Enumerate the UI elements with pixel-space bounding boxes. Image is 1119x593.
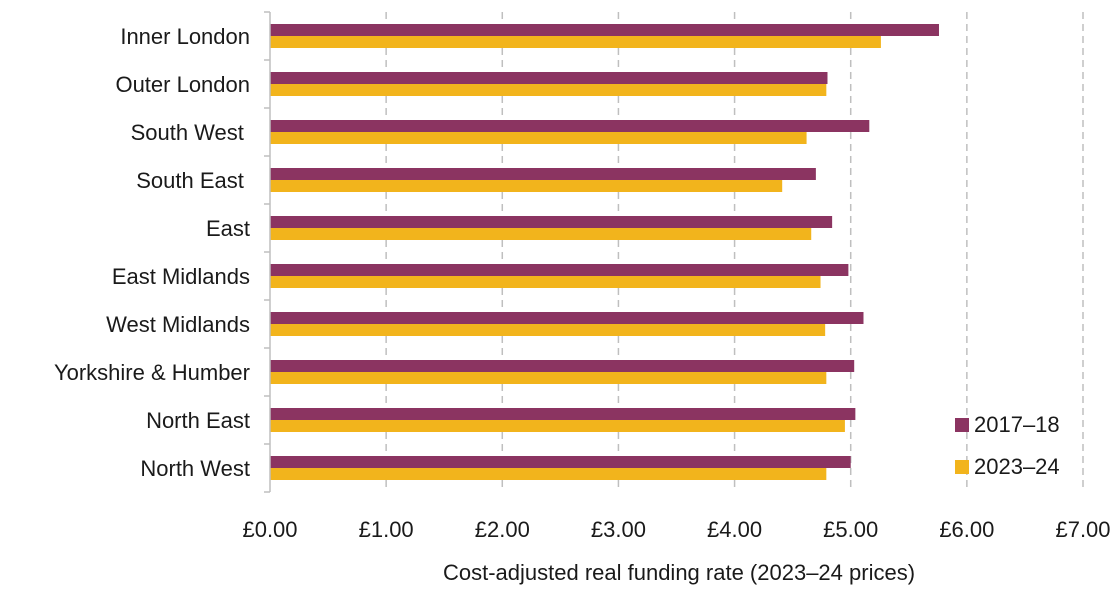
category-label: East xyxy=(206,216,250,241)
x-tick-label: £7.00 xyxy=(1055,517,1110,542)
bar xyxy=(270,120,870,132)
axes: £0.00 £1.00 £2.00 £3.00 £4.00 £5.00 £6.00 £7.00… xyxy=(54,11,1111,542)
x-tick-label: £3.00 xyxy=(591,517,646,542)
category-label: Yorkshire & Humber xyxy=(54,360,250,385)
x-axis-title: Cost-adjusted real funding rate (2023–24… xyxy=(443,560,915,585)
bar xyxy=(270,408,856,420)
bar xyxy=(270,216,833,228)
bar xyxy=(270,24,939,36)
bar xyxy=(270,324,826,336)
bar xyxy=(270,420,845,432)
bar xyxy=(270,84,827,96)
category-label: South East xyxy=(136,168,250,193)
x-tick-label: £4.00 xyxy=(707,517,762,542)
bar xyxy=(270,228,812,240)
category-label: North West xyxy=(140,456,250,481)
bar xyxy=(270,180,783,192)
bar xyxy=(270,456,851,468)
category-label: South West xyxy=(131,120,250,145)
bars xyxy=(270,24,939,480)
x-tick-label: £6.00 xyxy=(939,517,994,542)
bar xyxy=(270,72,828,84)
legend: 2017–18 2023–24 xyxy=(955,412,1060,479)
category-label: East Midlands xyxy=(112,264,250,289)
x-tick-label: £0.00 xyxy=(242,517,297,542)
bar xyxy=(270,468,827,480)
category-label: Outer London xyxy=(115,72,250,97)
bar xyxy=(270,168,816,180)
x-tick-label: £5.00 xyxy=(823,517,878,542)
legend-swatch xyxy=(955,460,969,474)
bar xyxy=(270,372,827,384)
legend-swatch xyxy=(955,418,969,432)
x-tick-label: £1.00 xyxy=(359,517,414,542)
legend-label: 2023–24 xyxy=(974,454,1060,479)
bar xyxy=(270,264,849,276)
bar xyxy=(270,132,807,144)
bar xyxy=(270,276,821,288)
bar xyxy=(270,360,855,372)
bar xyxy=(270,312,864,324)
category-label: North East xyxy=(146,408,250,433)
category-label: Inner London xyxy=(120,24,250,49)
bar xyxy=(270,36,881,48)
category-label: West Midlands xyxy=(106,312,250,337)
legend-label: 2017–18 xyxy=(974,412,1060,437)
x-tick-label: £2.00 xyxy=(475,517,530,542)
